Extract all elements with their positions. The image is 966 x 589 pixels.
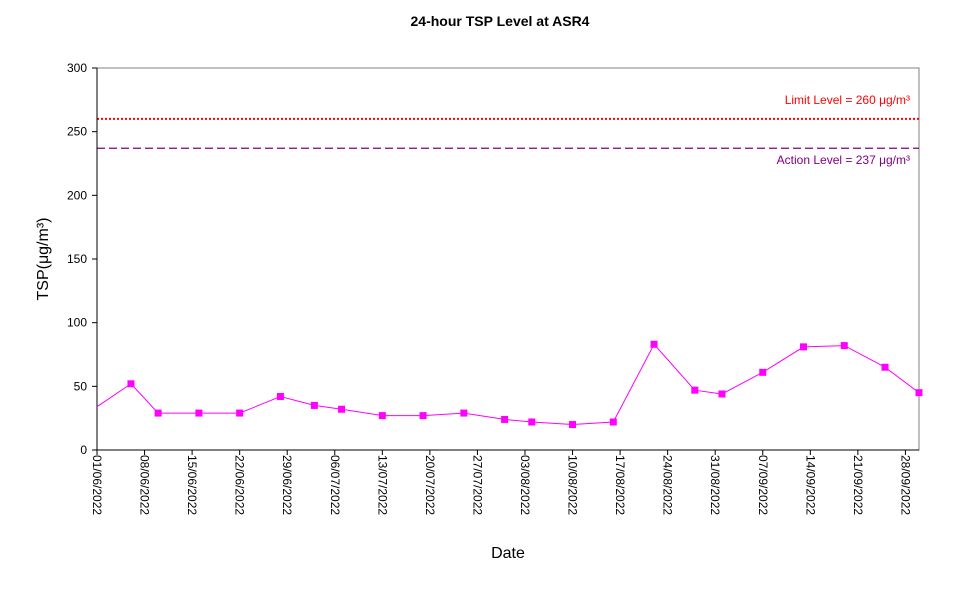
tsp-data-point [528, 418, 536, 426]
tsp-data-point [718, 390, 726, 398]
tsp-data-point [378, 412, 386, 420]
x-tick-label: 24/08/2022 [661, 455, 675, 515]
tsp-data-point [569, 421, 577, 429]
y-tick-label: 300 [67, 61, 87, 75]
x-tick-label: 21/09/2022 [851, 455, 865, 515]
tsp-data-point [127, 380, 135, 388]
y-axis-label: TSP(μg/m³) [35, 218, 52, 301]
tsp-data-point [501, 415, 509, 423]
y-tick-label: 250 [67, 125, 87, 139]
x-tick-label: 07/09/2022 [756, 455, 770, 515]
tsp-data-point [236, 409, 244, 417]
x-tick-label: 22/06/2022 [233, 455, 247, 515]
tsp-data-point [310, 401, 318, 409]
x-tick-label: 29/06/2022 [280, 455, 294, 515]
plot-area [96, 67, 920, 451]
tsp-data-point [460, 409, 468, 417]
x-tick-label: 15/06/2022 [185, 455, 199, 515]
x-tick-label: 03/08/2022 [518, 455, 532, 515]
limit-level-label: Limit Level = 260 μg/m³ [785, 93, 910, 107]
tsp-data-point [840, 342, 848, 350]
tsp-data-point [338, 405, 346, 413]
y-tick-label: 150 [67, 252, 87, 266]
x-tick-label: 27/07/2022 [470, 455, 484, 515]
tsp-data-point [276, 393, 284, 401]
x-tick-label: 31/08/2022 [708, 455, 722, 515]
x-axis-label: Date [491, 545, 525, 562]
action-level-label: Action Level = 237 μg/m³ [777, 153, 910, 167]
y-tick-label: 100 [67, 316, 87, 330]
y-tick-label: 50 [74, 379, 88, 393]
tsp-data-point [650, 340, 658, 348]
x-tick-label: 17/08/2022 [613, 455, 627, 515]
tsp-data-point [915, 389, 923, 397]
tsp-data-point [691, 386, 699, 394]
x-tick-label: 06/07/2022 [328, 455, 342, 515]
tsp-data-point [759, 368, 767, 376]
tsp-data-point [881, 363, 889, 371]
x-tick-label: 13/07/2022 [375, 455, 389, 515]
x-tick-label: 28/09/2022 [898, 455, 912, 515]
x-tick-label: 08/06/2022 [138, 455, 152, 515]
x-tick-label: 14/09/2022 [803, 455, 817, 515]
tsp-data-point [800, 343, 808, 351]
x-tick-label: 01/06/2022 [90, 455, 104, 515]
chart-title: 24-hour TSP Level at ASR4 [411, 13, 590, 29]
tsp-data-point [419, 412, 427, 420]
tsp-data-point [609, 418, 617, 426]
y-tick-label: 0 [80, 443, 87, 457]
x-tick-label: 10/08/2022 [566, 455, 580, 515]
y-tick-label: 200 [67, 188, 87, 202]
tsp-data-point [195, 409, 203, 417]
x-tick-label: 20/07/2022 [423, 455, 437, 515]
tsp-data-point [154, 409, 162, 417]
